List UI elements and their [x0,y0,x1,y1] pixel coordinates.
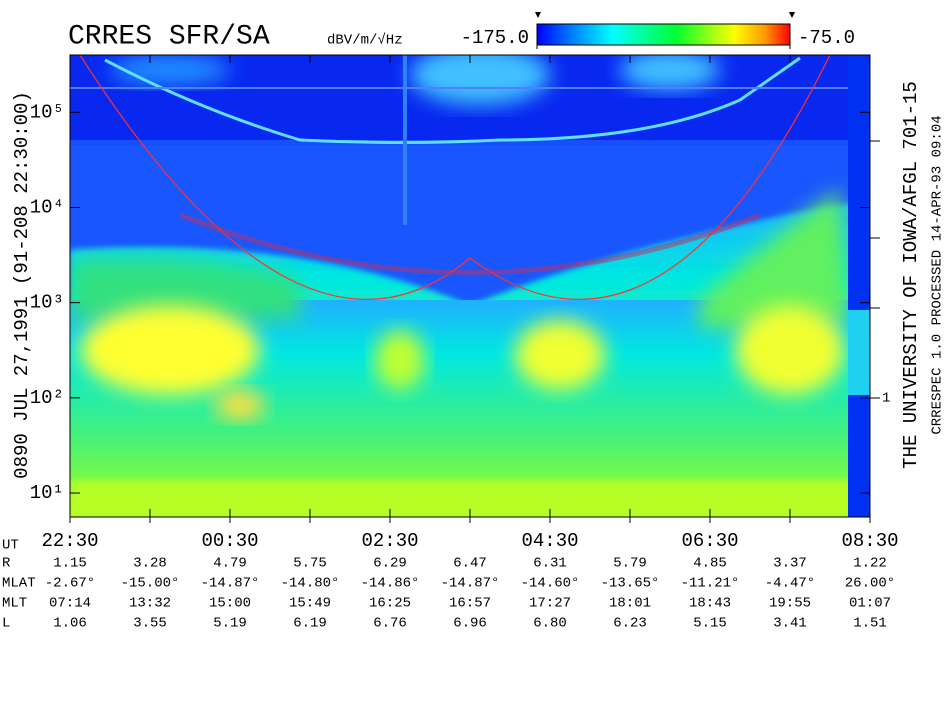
spectrogram [70,55,870,517]
ephemeris-row-name: MLT [2,596,27,612]
ephemeris-row-name: L [2,616,10,632]
ephemeris-value: -11.21° [681,576,740,592]
x-tick-label: 22:30 [41,530,98,552]
x-tick-label: 06:30 [681,530,738,552]
ephemeris-value: -14.87° [441,576,500,592]
colorbar [536,23,791,46]
ephemeris-value: 5.15 [693,616,727,632]
right-axis-label: 1 [882,391,890,407]
ephemeris-value: -14.86° [361,576,420,592]
ephemeris-row-name: MLAT [2,576,36,592]
ephemeris-value: 5.75 [293,556,327,572]
ephemeris-value: 6.76 [373,616,407,632]
ephemeris-value: 18:01 [609,596,651,612]
ephemeris-value: -14.60° [521,576,580,592]
x-tick-label: 02:30 [361,530,418,552]
x-tick-label: 04:30 [521,530,578,552]
ephemeris-value: -14.80° [281,576,340,592]
ephemeris-value: 16:25 [369,596,411,612]
ephemeris-value: 3.28 [133,556,167,572]
ephemeris-value: 15:00 [209,596,251,612]
ephemeris-value: 26.00° [845,576,895,592]
chart-title: CRRES SFR/SA [68,21,270,52]
y-axis-label: 0890 JUL 27,1991 (91-208 22:30:00) [11,91,33,479]
y-tick-label: 10³ [30,292,64,314]
credit: CRRESPEC 1.0 PROCESSED 14-APR-93 09:04 [930,115,945,434]
ephemeris-value: 6.31 [533,556,567,572]
ephemeris-value: 3.55 [133,616,167,632]
y-tick-label: 10⁴ [30,197,64,219]
ephemeris-value: 6.80 [533,616,567,632]
right-axis-ticks [870,140,880,399]
ephemeris-value: -15.00° [121,576,180,592]
ephemeris-value: -13.65° [601,576,660,592]
ephemeris-value: 1.51 [853,616,887,632]
ephemeris-value: -2.67° [45,576,95,592]
ephemeris-value: 1.15 [53,556,87,572]
colorbar-tick-label: -75.0 [798,27,855,49]
colorbar-tick-label: -175.0 [461,27,529,49]
ephemeris-value: 4.85 [693,556,727,572]
ephemeris-value: 6.19 [293,616,327,632]
ephemeris-value: 07:14 [49,596,91,612]
x-tick-label: 00:30 [201,530,258,552]
ephemeris-value: 01:07 [849,596,891,612]
ephemeris-value: 6.47 [453,556,487,572]
ephemeris-value: 13:32 [129,596,171,612]
x-tick-label: 08:30 [841,530,898,552]
ephemeris-value: 18:43 [689,596,731,612]
ephemeris-value: 5.79 [613,556,647,572]
ephemeris-value: 1.06 [53,616,87,632]
ephemeris-value: 17:27 [529,596,571,612]
right-label: THE UNIVERSITY OF IOWA/AFGL 701-15 [900,81,922,469]
ephemeris-value: 3.37 [773,556,807,572]
ephemeris-value: 15:49 [289,596,331,612]
y-tick-label: 10¹ [30,482,64,504]
colorbar-units: dBV/m/√Hz [327,33,403,49]
ephemeris-value: 5.19 [213,616,247,632]
colorbar-arrows [535,12,795,18]
ephemeris-value: 6.23 [613,616,647,632]
ephemeris-value: 4.79 [213,556,247,572]
y-tick-label: 10² [30,387,64,409]
ephemeris-value: 6.96 [453,616,487,632]
ephemeris-row-name: UT [2,538,19,554]
ephemeris-value: 6.29 [373,556,407,572]
ephemeris-value: -14.87° [201,576,260,592]
ephemeris-row-name: R [2,556,11,572]
ephemeris-value: 19:55 [769,596,811,612]
ephemeris-value: -4.47° [765,576,815,592]
ephemeris-value: 16:57 [449,596,491,612]
y-tick-label: 10⁵ [30,101,64,123]
ephemeris-value: 3.41 [773,616,807,632]
ephemeris-value: 1.22 [853,556,887,572]
